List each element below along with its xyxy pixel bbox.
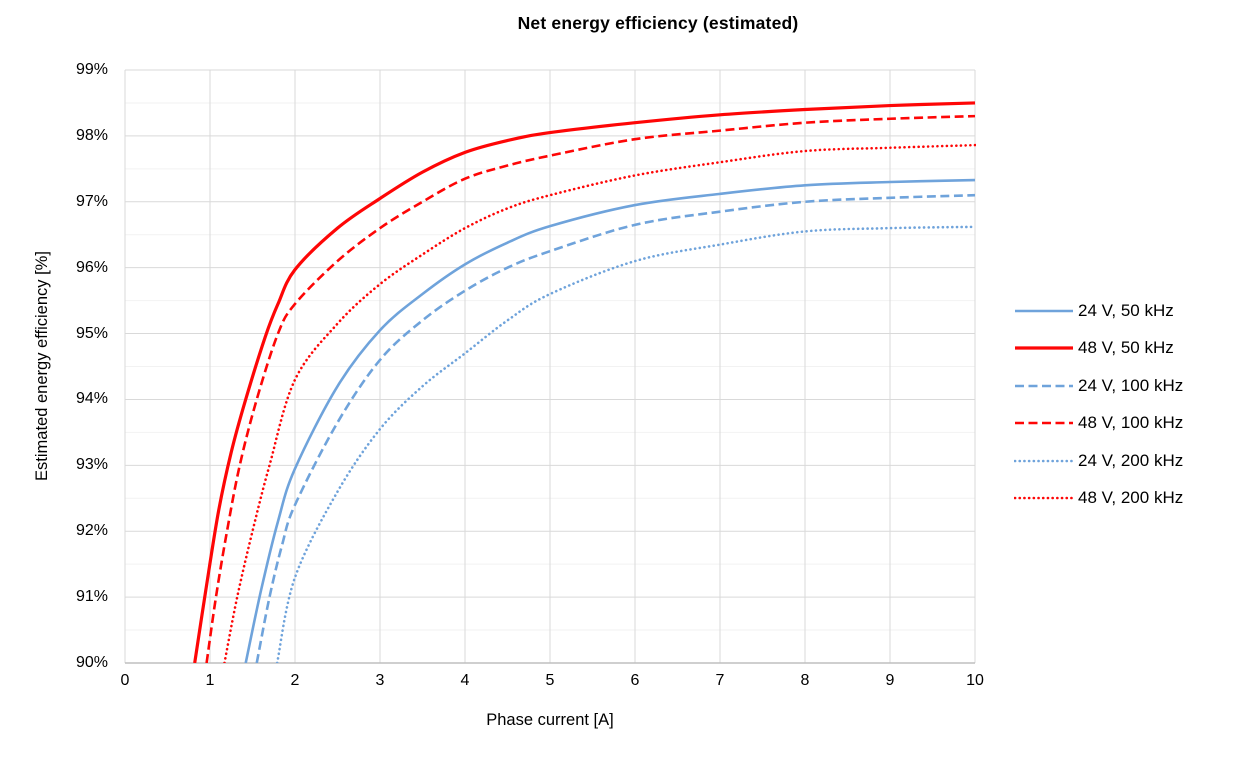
y-tick-label: 93% — [75, 456, 108, 474]
legend-label: 24 V, 100 kHz — [1078, 375, 1184, 395]
series-curve-3 — [205, 114, 976, 663]
y-tick-label: 94% — [75, 390, 108, 408]
legend-item-1: 48 V, 50 kHz — [1014, 330, 1244, 368]
legend-item-4: 24 V, 200 kHz — [1014, 442, 1244, 480]
x-tick-label: 8 — [800, 672, 810, 689]
series-curve-2 — [255, 193, 976, 663]
series-curve-0 — [244, 178, 976, 663]
legend-label: 48 V, 50 kHz — [1078, 338, 1174, 358]
legend-label: 48 V, 100 kHz — [1078, 413, 1184, 433]
legend-line-sample — [1015, 421, 1073, 425]
y-tick-label: 97% — [75, 192, 108, 210]
legend-line-sample — [1015, 309, 1073, 313]
x-tick-label: 3 — [375, 672, 385, 689]
x-tick-label: 7 — [715, 672, 725, 689]
y-tick-label: 99% — [75, 61, 108, 78]
y-tick-label: 96% — [75, 258, 108, 276]
legend-item-2: 24 V, 100 kHz — [1014, 367, 1244, 405]
legend-item-5: 48 V, 200 kHz — [1014, 480, 1244, 518]
y-tick-label: 98% — [75, 126, 108, 144]
x-tick-label: 0 — [120, 672, 130, 689]
legend-label: 24 V, 50 kHz — [1078, 300, 1174, 320]
series-curve-1 — [193, 101, 976, 663]
x-tick-label: 5 — [545, 672, 555, 689]
series-curve-4 — [275, 225, 976, 663]
x-tick-label: 1 — [205, 672, 215, 689]
series-curve-5 — [223, 143, 976, 663]
legend-line-sample — [1015, 384, 1073, 388]
legend-label: 24 V, 200 kHz — [1078, 450, 1184, 470]
x-tick-label: 10 — [966, 672, 984, 689]
x-tick-label: 6 — [630, 672, 640, 689]
y-tick-label: 91% — [75, 588, 108, 606]
legend-line-sample — [1014, 459, 1074, 463]
y-tick-label: 95% — [75, 324, 108, 342]
legend-item-3: 48 V, 100 kHz — [1014, 405, 1244, 443]
x-axis-title: Phase current [A] — [486, 711, 614, 729]
y-tick-label: 90% — [75, 654, 108, 671]
x-tick-label: 4 — [460, 672, 470, 689]
legend-label: 48 V, 200 kHz — [1078, 488, 1184, 508]
x-tick-label: 2 — [290, 672, 300, 689]
legend: 24 V, 50 kHz 48 V, 50 kHz 24 V, 100 kHz 48 … — [1014, 292, 1244, 517]
legend-item-0: 24 V, 50 kHz — [1014, 292, 1244, 330]
legend-line-sample — [1014, 496, 1074, 500]
y-axis-title: Estimated energy efficiency [%] — [33, 251, 51, 481]
x-tick-label: 9 — [885, 672, 895, 689]
y-tick-label: 92% — [75, 522, 108, 540]
legend-line-sample — [1015, 346, 1073, 350]
chart-title: Net energy efficiency (estimated) — [517, 13, 799, 33]
